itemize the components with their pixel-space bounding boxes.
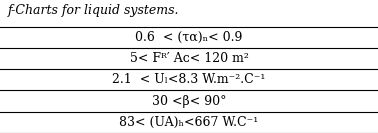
Text: 83< (UA)ₕ<667 W.C⁻¹: 83< (UA)ₕ<667 W.C⁻¹ [119, 116, 259, 129]
Text: f-Charts for liquid systems.: f-Charts for liquid systems. [8, 4, 179, 17]
Text: 0.6  < (τα)ₙ< 0.9: 0.6 < (τα)ₙ< 0.9 [135, 31, 243, 44]
Text: 5< Fᴿ′ Aᴄ< 120 m²: 5< Fᴿ′ Aᴄ< 120 m² [130, 52, 248, 65]
Text: 30 <β< 90°: 30 <β< 90° [152, 95, 226, 108]
Text: 2.1  < Uₗ<8.3 W.m⁻².C⁻¹: 2.1 < Uₗ<8.3 W.m⁻².C⁻¹ [112, 73, 266, 86]
